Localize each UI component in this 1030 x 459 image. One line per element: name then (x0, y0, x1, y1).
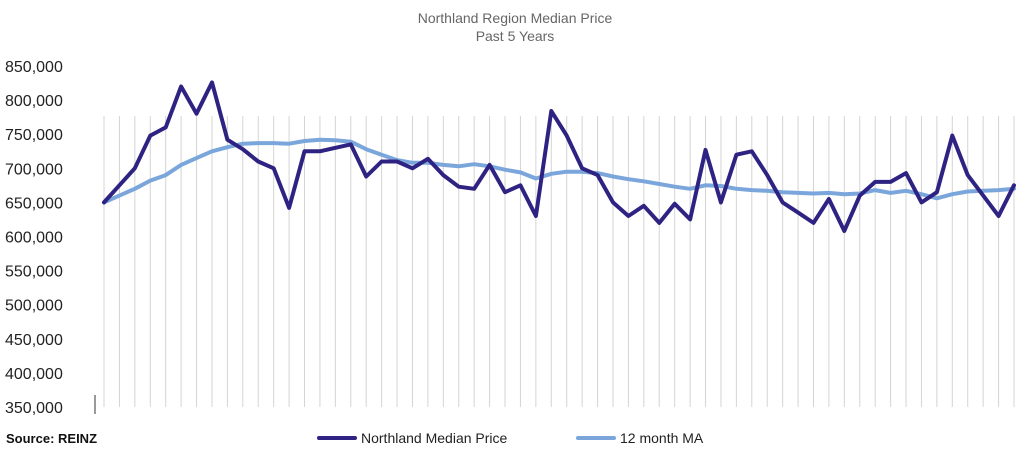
y-tick-label: 800,000 (5, 93, 63, 110)
chart-subtitle: Past 5 Years (475, 28, 555, 44)
y-tick-label: 700,000 (5, 161, 63, 178)
legend-swatch-median (317, 436, 357, 440)
y-tick-label: 400,000 (5, 366, 63, 383)
legend-item-median: Northland Median Price (317, 430, 507, 446)
source-label: Source: REINZ (6, 431, 98, 446)
series-line-median-price (102, 80, 1016, 233)
legend-label-median: Northland Median Price (361, 430, 508, 446)
legend-swatch-ma (576, 436, 616, 440)
legend-label-ma: 12 month MA (620, 430, 704, 446)
y-tick-label: 850,000 (5, 59, 63, 76)
y-tick-label: 450,000 (5, 332, 63, 349)
y-tick-label: 500,000 (5, 298, 63, 315)
y-tick-label: 600,000 (5, 230, 63, 247)
y-tick-label: 550,000 (5, 264, 63, 281)
legend-item-ma: 12 month MA (576, 430, 703, 446)
y-tick-label: 650,000 (5, 195, 63, 212)
y-tick-label: 350,000 (5, 400, 63, 417)
y-tick-label: 750,000 (5, 127, 63, 144)
chart-title: Northland Region Median Price (417, 10, 613, 26)
